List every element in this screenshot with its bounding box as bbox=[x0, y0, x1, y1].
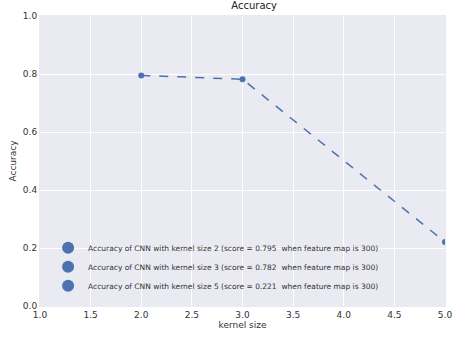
svg-text:Accuracy: Accuracy bbox=[231, 0, 277, 11]
svg-text:0.8: 0.8 bbox=[23, 69, 38, 79]
svg-text:2.0: 2.0 bbox=[134, 310, 149, 320]
svg-text:4.0: 4.0 bbox=[337, 310, 352, 320]
svg-text:3.0: 3.0 bbox=[235, 310, 250, 320]
svg-text:2.5: 2.5 bbox=[185, 310, 199, 320]
svg-text:Accuracy of CNN with kernel si: Accuracy of CNN with kernel size 3 (scor… bbox=[88, 263, 378, 272]
svg-text:0.4: 0.4 bbox=[23, 185, 38, 195]
svg-text:Accuracy of CNN with kernel si: Accuracy of CNN with kernel size 2 (scor… bbox=[88, 244, 378, 253]
svg-text:Accuracy of CNN with kernel si: Accuracy of CNN with kernel size 5 (scor… bbox=[88, 282, 378, 291]
svg-text:0.6: 0.6 bbox=[23, 127, 38, 137]
svg-text:5.0: 5.0 bbox=[438, 310, 453, 320]
svg-text:kernel size: kernel size bbox=[218, 320, 266, 330]
svg-text:0.2: 0.2 bbox=[23, 243, 37, 253]
svg-text:1.0: 1.0 bbox=[33, 310, 48, 320]
svg-text:3.5: 3.5 bbox=[286, 310, 300, 320]
svg-text:1.0: 1.0 bbox=[23, 11, 38, 21]
svg-text:Accuracy: Accuracy bbox=[8, 140, 18, 182]
svg-text:0.0: 0.0 bbox=[23, 301, 38, 311]
svg-text:4.5: 4.5 bbox=[387, 310, 401, 320]
svg-text:1.5: 1.5 bbox=[83, 310, 97, 320]
